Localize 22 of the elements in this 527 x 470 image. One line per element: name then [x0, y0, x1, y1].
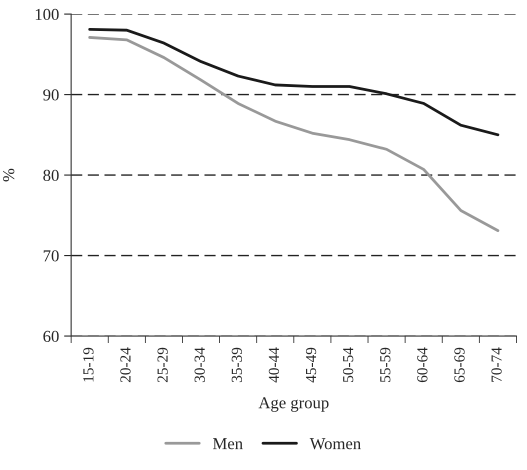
x-tick-label: 40-44: [268, 347, 280, 383]
legend-label: Men: [212, 438, 243, 450]
y-tick-label: 80: [43, 170, 59, 182]
x-tick-label: 35-39: [232, 348, 242, 382]
x-tick-label: 20-24: [120, 347, 131, 382]
x-tick-label: 45-49: [306, 348, 316, 383]
line-series: [88, 36, 500, 232]
y-axis-title: %: [3, 168, 14, 182]
y-tick-label: 90: [43, 89, 59, 101]
y-tick-label: 60: [43, 330, 59, 342]
x-tick-label: 30-34: [194, 347, 205, 382]
x-tick-label: 70-74: [491, 347, 502, 382]
x-tick-label: 25-29: [157, 348, 168, 382]
y-tick-label: 70: [44, 250, 59, 262]
x-tick-label: 15-19: [83, 348, 94, 382]
x-tick-label: 60-64: [417, 347, 428, 382]
legend-label: Women: [310, 438, 361, 450]
x-tick-label: 55-59: [380, 348, 390, 382]
x-tick-label: 50-54: [342, 347, 354, 382]
x-axis-title: Age group: [258, 397, 329, 412]
x-tick-label: 65-69: [454, 348, 465, 382]
y-tick-label: 100: [36, 8, 59, 20]
